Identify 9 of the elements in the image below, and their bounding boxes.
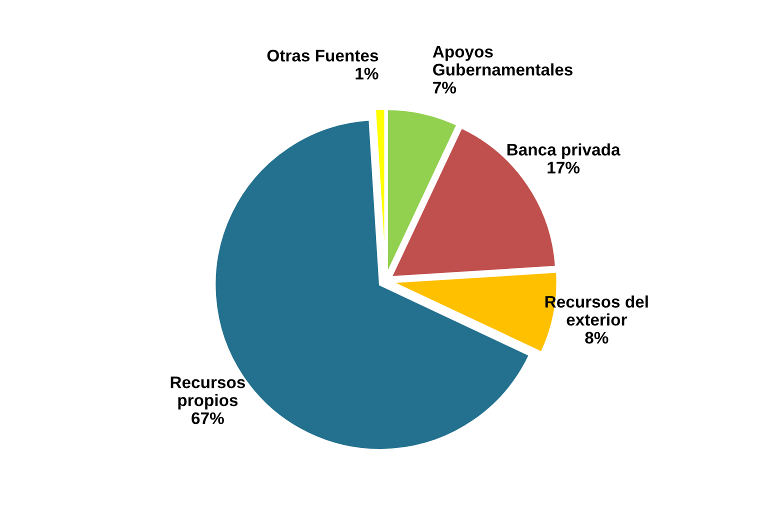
slice-label: Recursos propios <box>170 376 246 410</box>
data-label: 7% <box>433 82 456 94</box>
data-label: 8% <box>585 332 608 344</box>
data-label: 17% <box>548 162 580 174</box>
slice-label: Otras Fuentes <box>267 50 378 62</box>
slice-label: Apoyos Gubernamentales <box>432 46 572 76</box>
data-label: 1% <box>356 68 378 80</box>
data-label: 67% <box>192 412 224 424</box>
slice-label: Banca privada <box>507 143 620 159</box>
